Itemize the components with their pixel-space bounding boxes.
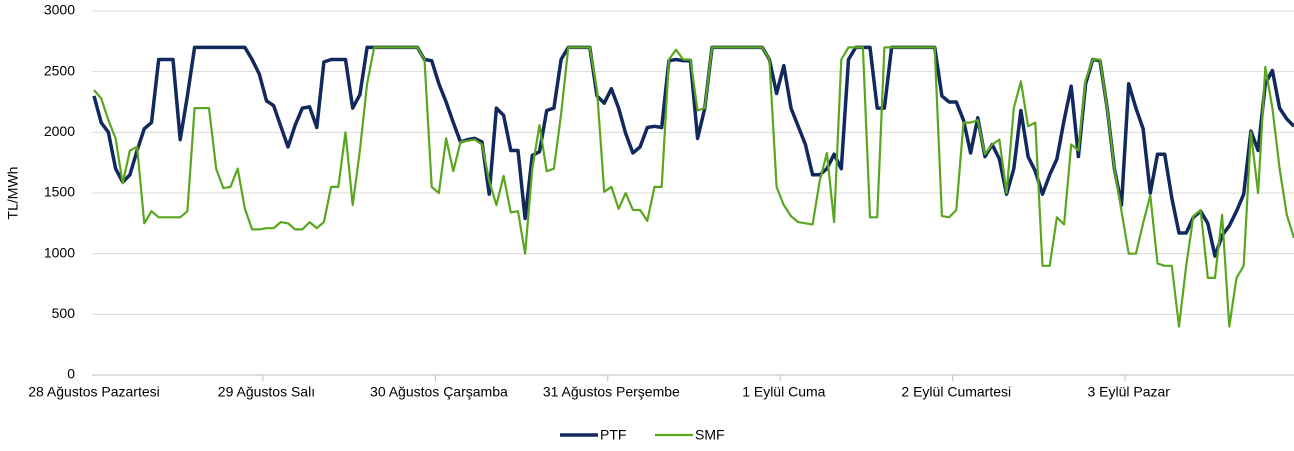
- y-tick-label: 1500: [44, 184, 75, 200]
- y-tick-label: 3000: [44, 2, 75, 18]
- y-tick-label: 2500: [44, 62, 75, 78]
- y-tick-label: 1000: [44, 244, 75, 260]
- x-tick-label: 29 Ağustos Salı: [218, 384, 315, 400]
- x-tick-label: 3 Eylül Pazar: [1087, 384, 1170, 400]
- x-tick-label: 31 Ağustos Perşembe: [543, 384, 680, 400]
- x-tick-label: 28 Ağustos Pazartesi: [28, 384, 160, 400]
- x-tick-label: 30 Ağustos Çarşamba: [370, 384, 508, 400]
- y-tick-label: 2000: [44, 123, 75, 139]
- line-series: [93, 46, 1294, 328]
- y-tick-label: 0: [67, 366, 75, 382]
- y-tick-label: 500: [52, 305, 76, 321]
- legend-label: SMF: [695, 427, 725, 443]
- y-axis-label: TL/MWh: [5, 167, 21, 220]
- x-tick-label: 2 Eylül Cumartesi: [901, 384, 1011, 400]
- legend-label: PTF: [600, 427, 626, 443]
- x-tick-label: 1 Eylül Cuma: [742, 384, 825, 400]
